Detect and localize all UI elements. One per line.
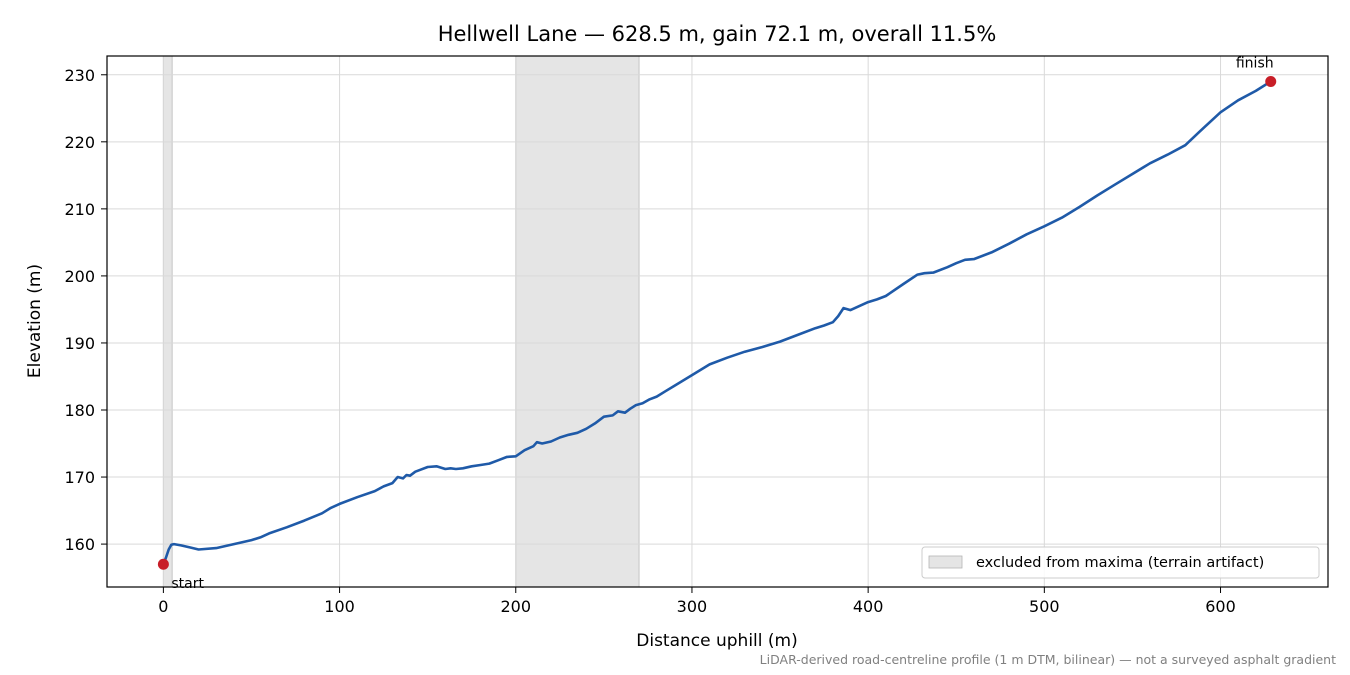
legend: excluded from maxima (terrain artifact) xyxy=(921,546,1320,579)
footnote: LiDAR-derived road-centreline profile (1… xyxy=(760,652,1336,667)
y-tick-label: 180 xyxy=(64,401,95,420)
legend-label: excluded from maxima (terrain artifact) xyxy=(976,555,1264,571)
y-tick-label: 170 xyxy=(64,468,95,487)
x-tick-label: 300 xyxy=(677,597,708,616)
x-axis-label: Distance uphill (m) xyxy=(636,631,797,651)
x-tick-label: 100 xyxy=(324,597,355,616)
x-tick-label: 500 xyxy=(1029,597,1060,616)
y-tick-label: 220 xyxy=(64,133,95,152)
legend-box xyxy=(921,546,1320,579)
excluded-band-1 xyxy=(515,55,640,588)
legend-swatch xyxy=(928,555,963,569)
x-tick-label: 400 xyxy=(853,597,884,616)
gridlines xyxy=(107,56,1328,587)
finish-label: finish xyxy=(1236,55,1274,71)
axis-ticks: 0 100 200 300 400 500 600 160 170 180 190 200 210 220… xyxy=(64,66,1235,616)
chart-title: Hellwell Lane — 628.5 m, gain 72.1 m, ov… xyxy=(438,22,997,46)
y-tick-label: 190 xyxy=(64,334,95,353)
x-tick-label: 0 xyxy=(158,597,168,616)
x-tick-label: 200 xyxy=(500,597,531,616)
excluded-bands xyxy=(162,55,640,588)
y-tick-label: 200 xyxy=(64,267,95,286)
y-tick-label: 210 xyxy=(64,200,95,219)
elevation-profile-line xyxy=(162,80,1272,566)
excluded-band-0 xyxy=(162,55,173,588)
y-tick-label: 230 xyxy=(64,66,95,85)
y-axis-label: Elevation (m) xyxy=(25,264,45,378)
endpoint-markers: start finish xyxy=(157,55,1277,592)
start-marker xyxy=(157,558,169,570)
finish-marker xyxy=(1265,75,1277,87)
x-tick-label: 600 xyxy=(1205,597,1236,616)
plot-frame xyxy=(106,55,1329,588)
y-tick-label: 160 xyxy=(64,535,95,554)
start-label: start xyxy=(171,576,204,592)
